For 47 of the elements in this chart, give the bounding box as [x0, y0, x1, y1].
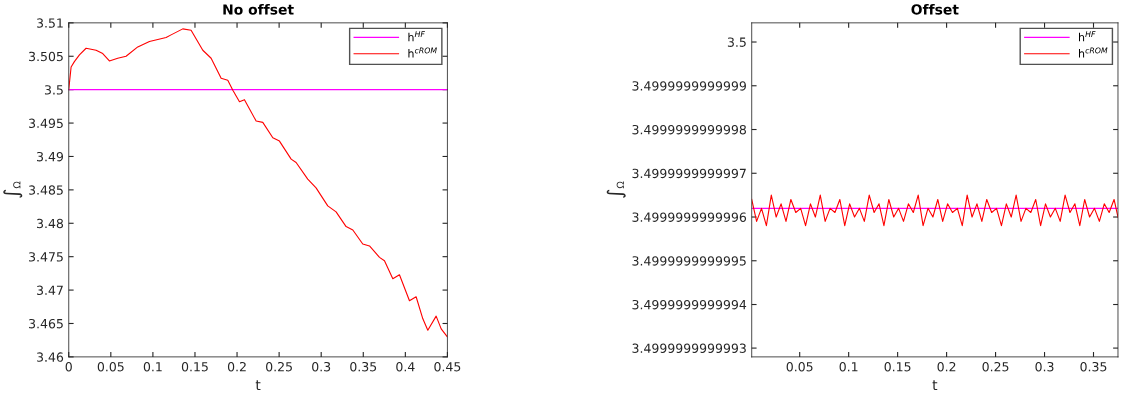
y-axis-title: ∫$_{Ω}$	[606, 181, 626, 198]
x-axis-title: t	[255, 380, 261, 390]
legend-label: h$^{cROM}$	[1078, 47, 1108, 58]
x-tick-label: 0.3	[312, 361, 331, 372]
x-tick-label: 0.05	[786, 361, 813, 372]
y-tick-label: 3.4999999999997	[632, 168, 746, 179]
chart-title: No offset	[223, 3, 294, 15]
x-tick-label: 0.25	[982, 361, 1009, 372]
y-tick-label: 3.4999999999998	[632, 124, 746, 135]
x-tick-label: 0.2	[937, 361, 956, 372]
x-tick-label: 0.35	[350, 361, 377, 372]
y-tick-label: 3.485	[29, 185, 63, 195]
x-tick-label: 0.15	[884, 361, 911, 372]
y-tick-label: 3.49	[37, 151, 64, 162]
x-tick-label: 0.45	[434, 361, 461, 372]
legend-label: h$^{HF}$	[1078, 31, 1096, 42]
line-series	[68, 28, 448, 338]
x-tick-label: 0.1	[143, 361, 162, 372]
y-tick-label: 3.5	[727, 37, 746, 47]
y-axis-title: ∫$_{Ω}$	[3, 181, 23, 198]
legend-label: h$^{HF}$	[408, 31, 425, 42]
y-tick-label: 3.4999999999999	[632, 81, 746, 91]
x-tick-label: 0	[65, 361, 72, 372]
x-tick-label: 0.05	[97, 361, 124, 372]
x-tick-label: 0.4	[396, 361, 415, 372]
y-tick-label: 3.4999999999993	[632, 343, 746, 353]
y-tick-label: 3.4999999999995	[632, 256, 746, 266]
x-tick-label: 0.3	[1035, 361, 1054, 372]
x-tick-label: 0.35	[1080, 361, 1107, 372]
y-tick-label: 3.4999999999996	[632, 212, 747, 222]
x-tick-label: 0.25	[266, 361, 292, 372]
y-tick-label: 3.51	[37, 18, 63, 28]
y-tick-label: 3.465	[29, 318, 63, 329]
y-tick-label: 3.5	[44, 85, 63, 95]
y-tick-label: 3.46	[37, 352, 64, 362]
x-tick-label: 0.15	[181, 361, 208, 372]
y-tick-label: 3.495	[29, 118, 63, 128]
y-tick-label: 3.47	[37, 285, 63, 296]
x-tick-label: 0.2	[227, 361, 246, 372]
y-tick-label: 3.505	[29, 51, 63, 62]
legend-label: h$^{cROM}$	[408, 47, 437, 58]
chart-title: Offset	[911, 3, 959, 15]
y-tick-label: 3.4999999999994	[632, 299, 747, 310]
y-tick-label: 3.48	[37, 218, 64, 229]
x-axis-title: t	[932, 380, 938, 390]
x-tick-label: 0.1	[839, 361, 858, 372]
y-tick-label: 3.475	[29, 252, 63, 262]
